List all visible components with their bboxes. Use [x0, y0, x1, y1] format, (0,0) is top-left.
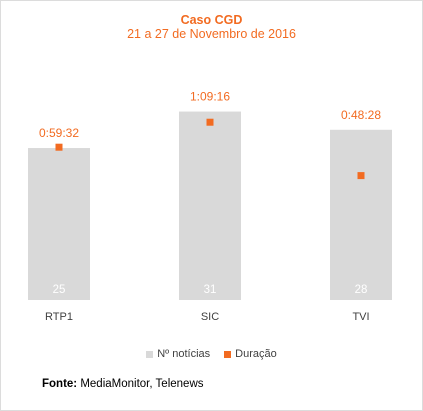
chart-title: Caso CGD: [180, 13, 243, 27]
source-text: MediaMonitor, Telenews: [77, 378, 204, 390]
bar-count-label-rtp1: 25: [53, 284, 66, 296]
bar-sic: [179, 111, 241, 300]
duration-label-rtp1: 0:59:32: [39, 126, 79, 140]
bar-count-label-tvi: 28: [355, 284, 368, 296]
legend-label-noticias: Nº notícias: [157, 348, 211, 360]
source-label: Fonte:: [42, 378, 78, 390]
legend-swatch-noticias: [146, 350, 154, 358]
bar-tvi: [330, 129, 392, 300]
duration-marker-rtp1: [55, 143, 63, 151]
legend-label-duracao: Duração: [235, 348, 277, 360]
x-tick-label-sic: SIC: [201, 311, 219, 323]
duration-marker-sic: [206, 118, 214, 126]
duration-label-sic: 1:09:16: [190, 90, 230, 104]
legend-item-noticias: Nº notícias: [146, 348, 210, 360]
legend-item-duracao: Duração: [224, 348, 277, 360]
x-tick-label-tvi: TVI: [352, 311, 369, 323]
legend-swatch-duracao: [224, 350, 232, 358]
legend: Nº notícias Duração: [0, 348, 423, 360]
chart-subtitle: 21 a 27 de Novembro de 2016: [127, 27, 296, 41]
bar-rtp1: [28, 148, 90, 300]
x-tick-label-rtp1: RTP1: [45, 311, 73, 323]
duration-marker-tvi: [357, 172, 365, 180]
source-note: Fonte: MediaMonitor, Telenews: [42, 378, 204, 390]
bar-count-label-sic: 31: [204, 284, 217, 296]
duration-label-tvi: 0:48:28: [341, 108, 381, 122]
